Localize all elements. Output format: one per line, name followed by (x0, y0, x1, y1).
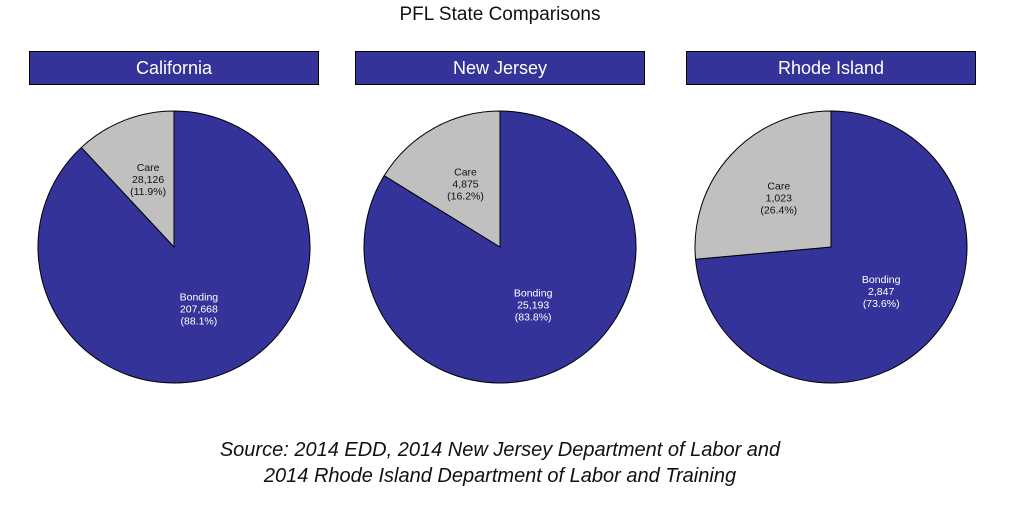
chart-title: PFL State Comparisons (399, 4, 601, 25)
pie-slice-care (383, 110, 501, 248)
panel-header-california: California (29, 51, 319, 85)
slice-label-value: 4,875 (452, 178, 478, 190)
slice-label-name: Care (454, 166, 477, 178)
pie-chart-new-jersey: Care 4,875 (16.2%) Bonding 25,193 (83.8%) (363, 110, 637, 384)
slice-label-name: Bonding (514, 287, 553, 299)
slice-label-name: Bonding (180, 291, 219, 303)
source-line-1: Source: 2014 EDD, 2014 New Jersey Depart… (219, 439, 781, 461)
slice-label-care: Care 28,126 (11.9%) (130, 162, 166, 198)
slice-label-care: Care 1,023 (26.4%) (760, 180, 797, 216)
pie-panel-california: Care 28,126 (11.9%) Bonding 207,668 (88.1%) C… (29, 51, 319, 411)
slice-label-value: 28,126 (132, 174, 164, 186)
slice-label-percent: (11.9%) (130, 186, 166, 198)
slice-label-value: 2,847 (868, 286, 894, 298)
panel-header-rhode-island: Rhode Island (686, 51, 976, 85)
slice-label-value: 1,023 (766, 192, 792, 204)
slice-label-percent: (83.8%) (515, 311, 552, 323)
slice-label-value: 25,193 (517, 299, 549, 311)
slice-label-care: Care 4,875 (16.2%) (447, 166, 484, 202)
slice-label-name: Care (137, 162, 160, 174)
slice-label-percent: (26.4%) (760, 204, 797, 216)
slice-label-value: 207,668 (180, 303, 218, 315)
pie-chart-rhode-island: Care 1,023 (26.4%) Bonding 2,847 (73.6%) (694, 110, 968, 384)
slice-label-bonding: Bonding 207,668 (88.1%) (180, 291, 219, 327)
pie-slice-care (694, 110, 832, 260)
slice-label-name: Bonding (862, 274, 901, 286)
slice-label-percent: (73.6%) (863, 298, 900, 310)
pie-slice-care (80, 110, 175, 249)
source-line-2: 2014 Rhode Island Department of Labor an… (263, 465, 737, 487)
pie-chart-california: Care 28,126 (11.9%) Bonding 207,668 (88.1%) (37, 110, 311, 384)
slice-label-name: Care (767, 180, 790, 192)
slice-label-percent: (16.2%) (447, 190, 484, 202)
slice-label-bonding: Bonding 25,193 (83.8%) (514, 287, 553, 323)
slice-label-bonding: Bonding 2,847 (73.6%) (862, 274, 901, 310)
slice-label-percent: (88.1%) (181, 315, 218, 327)
pie-panel-rhode-island: Care 1,023 (26.4%) Bonding 2,847 (73.6%) Rhod… (686, 51, 976, 411)
pie-panel-new-jersey: Care 4,875 (16.2%) Bonding 25,193 (83.8%) New… (355, 51, 645, 411)
panel-header-new-jersey: New Jersey (355, 51, 645, 85)
source-note: Source: 2014 EDD, 2014 New Jersey Depart… (0, 437, 1000, 489)
